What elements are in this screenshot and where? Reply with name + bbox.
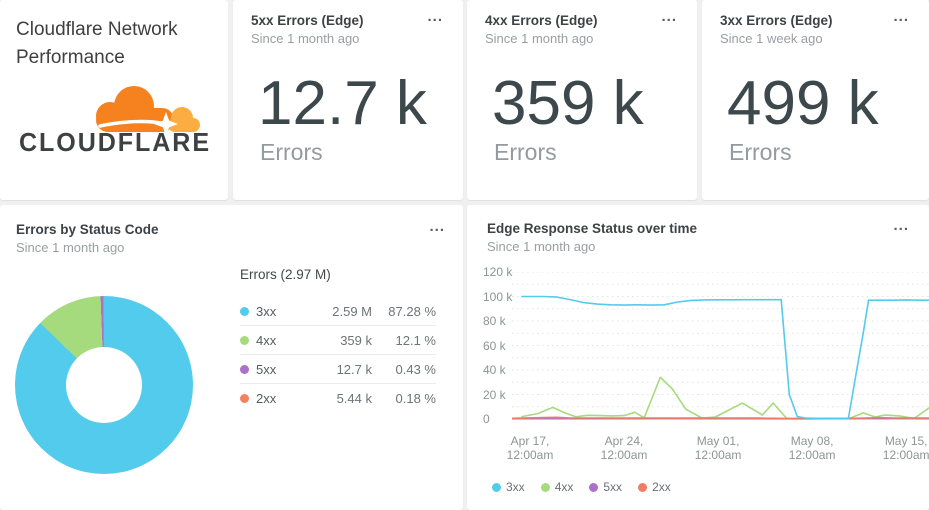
series-label: 3xx <box>256 303 277 319</box>
series-color-dot <box>240 306 249 316</box>
cloudflare-logo: CLOUDFLARE <box>16 80 215 157</box>
series-label: 2xx <box>256 391 277 406</box>
card-title: Edge Response Status over time <box>487 221 698 236</box>
pie-legend-row-5xx[interactable]: 5xx 12.7 k 0.43 % <box>240 355 436 384</box>
legend-item-2xx[interactable]: 2xx <box>638 480 671 494</box>
y-axis-tick-label: 20 k <box>483 387 506 402</box>
card-menu-button[interactable]: ... <box>427 8 443 25</box>
series-value: 2.59 M <box>332 303 372 319</box>
legend-item-3xx[interactable]: 3xx <box>492 480 525 494</box>
legend-item-4xx[interactable]: 4xx <box>540 480 574 494</box>
line-chart-legend: 3xx 4xx 5xx 2xx <box>492 480 671 494</box>
y-axis-tick-label: 40 k <box>483 363 506 377</box>
card-period: Since 1 month ago <box>16 240 125 255</box>
series-percent: 0.43 % <box>395 361 436 377</box>
card-period: Since 1 week ago <box>720 31 823 46</box>
dashboard-header-card: Cloudflare Network Performance CLOUDFLAR… <box>0 0 228 200</box>
errors-by-status-code-card: Errors by Status Code Since 1 month ago … <box>0 205 463 510</box>
series-color-dot <box>540 482 550 492</box>
legend-item-5xx[interactable]: 5xx <box>589 480 622 494</box>
donut-chart[interactable] <box>15 296 193 474</box>
series-color-dot <box>240 364 249 374</box>
y-axis-tick-label: 60 k <box>483 338 506 353</box>
metric-card-5xx[interactable]: 5xx Errors (Edge) Since 1 month ago ... … <box>233 0 463 200</box>
cloudflare-logo-text: CLOUDFLARE <box>19 127 211 157</box>
legend-label: 2xx <box>652 480 671 494</box>
y-axis-tick-label: 80 k <box>483 314 506 328</box>
line-chart[interactable] <box>512 272 929 424</box>
edge-response-status-card: Edge Response Status over time Since 1 m… <box>467 205 929 510</box>
series-value: 5.44 k <box>336 391 372 406</box>
legend-label: 4xx <box>554 480 574 494</box>
cloudflare-cloud-icon: CLOUDFLARE <box>19 86 211 157</box>
metric-unit-label: Errors <box>260 139 323 165</box>
metric-unit-label: Errors <box>729 139 792 165</box>
dashboard-title: Cloudflare Network Performance <box>16 16 178 72</box>
card-title: 4xx Errors (Edge) <box>485 13 598 28</box>
card-title: 3xx Errors (Edge) <box>720 13 833 28</box>
series-percent: 12.1 % <box>395 332 436 348</box>
x-axis-tick-label: May 01, 12:00am <box>694 434 742 462</box>
card-title: 5xx Errors (Edge) <box>251 13 364 28</box>
x-axis-tick-label: Apr 17, 12:00am <box>506 434 554 462</box>
legend-label: 5xx <box>603 480 623 494</box>
series-color-dot <box>240 335 249 345</box>
card-title: Errors by Status Code <box>16 222 159 237</box>
legend-label: 3xx <box>506 480 525 494</box>
pie-legend-row-4xx[interactable]: 4xx 359 k 12.1 % <box>240 326 436 355</box>
card-menu-button[interactable]: ... <box>429 218 445 235</box>
card-menu-button[interactable]: ... <box>661 8 677 25</box>
series-label: 5xx <box>256 361 277 377</box>
series-color-dot <box>240 394 249 403</box>
series-label: 4xx <box>256 332 277 348</box>
series-color-dot <box>589 482 599 492</box>
x-axis-tick-label: May 15, 12:00am <box>882 434 929 462</box>
pie-table-title: Errors (2.97 M) <box>240 267 331 282</box>
pie-legend-table: Errors (2.97 M) 3xx 2.59 M 87.28 % 4xx 3… <box>240 267 436 413</box>
dashboard-title-line2: Performance <box>16 47 125 68</box>
card-period: Since 1 month ago <box>251 31 360 46</box>
metric-unit-label: Errors <box>494 139 557 165</box>
metric-value: 499 k <box>727 69 879 138</box>
y-axis-tick-label: 120 k <box>483 265 513 279</box>
x-axis-tick-label: Apr 24, 12:00am <box>600 434 648 462</box>
x-axis-tick-label: May 08, 12:00am <box>788 434 836 462</box>
card-period: Since 1 month ago <box>485 31 594 46</box>
series-percent: 0.18 % <box>395 391 436 406</box>
series-color-dot <box>638 482 648 492</box>
metric-card-4xx[interactable]: 4xx Errors (Edge) Since 1 month ago ... … <box>467 0 697 200</box>
card-menu-button[interactable]: ... <box>893 8 909 25</box>
series-percent: 87.28 % <box>388 303 436 319</box>
card-menu-button[interactable]: ... <box>893 217 909 234</box>
series-value: 359 k <box>340 332 372 348</box>
y-axis-tick-label: 0 <box>483 412 490 426</box>
pie-legend-row-3xx[interactable]: 3xx 2.59 M 87.28 % <box>240 297 436 326</box>
series-color-dot <box>492 482 501 492</box>
dashboard-title-line1: Cloudflare Network <box>16 19 178 40</box>
metric-value: 359 k <box>492 69 644 138</box>
pie-legend-row-2xx[interactable]: 2xx 5.44 k 0.18 % <box>240 384 436 413</box>
metric-card-3xx[interactable]: 3xx Errors (Edge) Since 1 week ago ... 4… <box>702 0 929 200</box>
y-axis-tick-label: 100 k <box>483 289 513 304</box>
series-value: 12.7 k <box>336 361 372 377</box>
card-period: Since 1 month ago <box>487 239 596 254</box>
metric-value: 12.7 k <box>258 69 427 138</box>
